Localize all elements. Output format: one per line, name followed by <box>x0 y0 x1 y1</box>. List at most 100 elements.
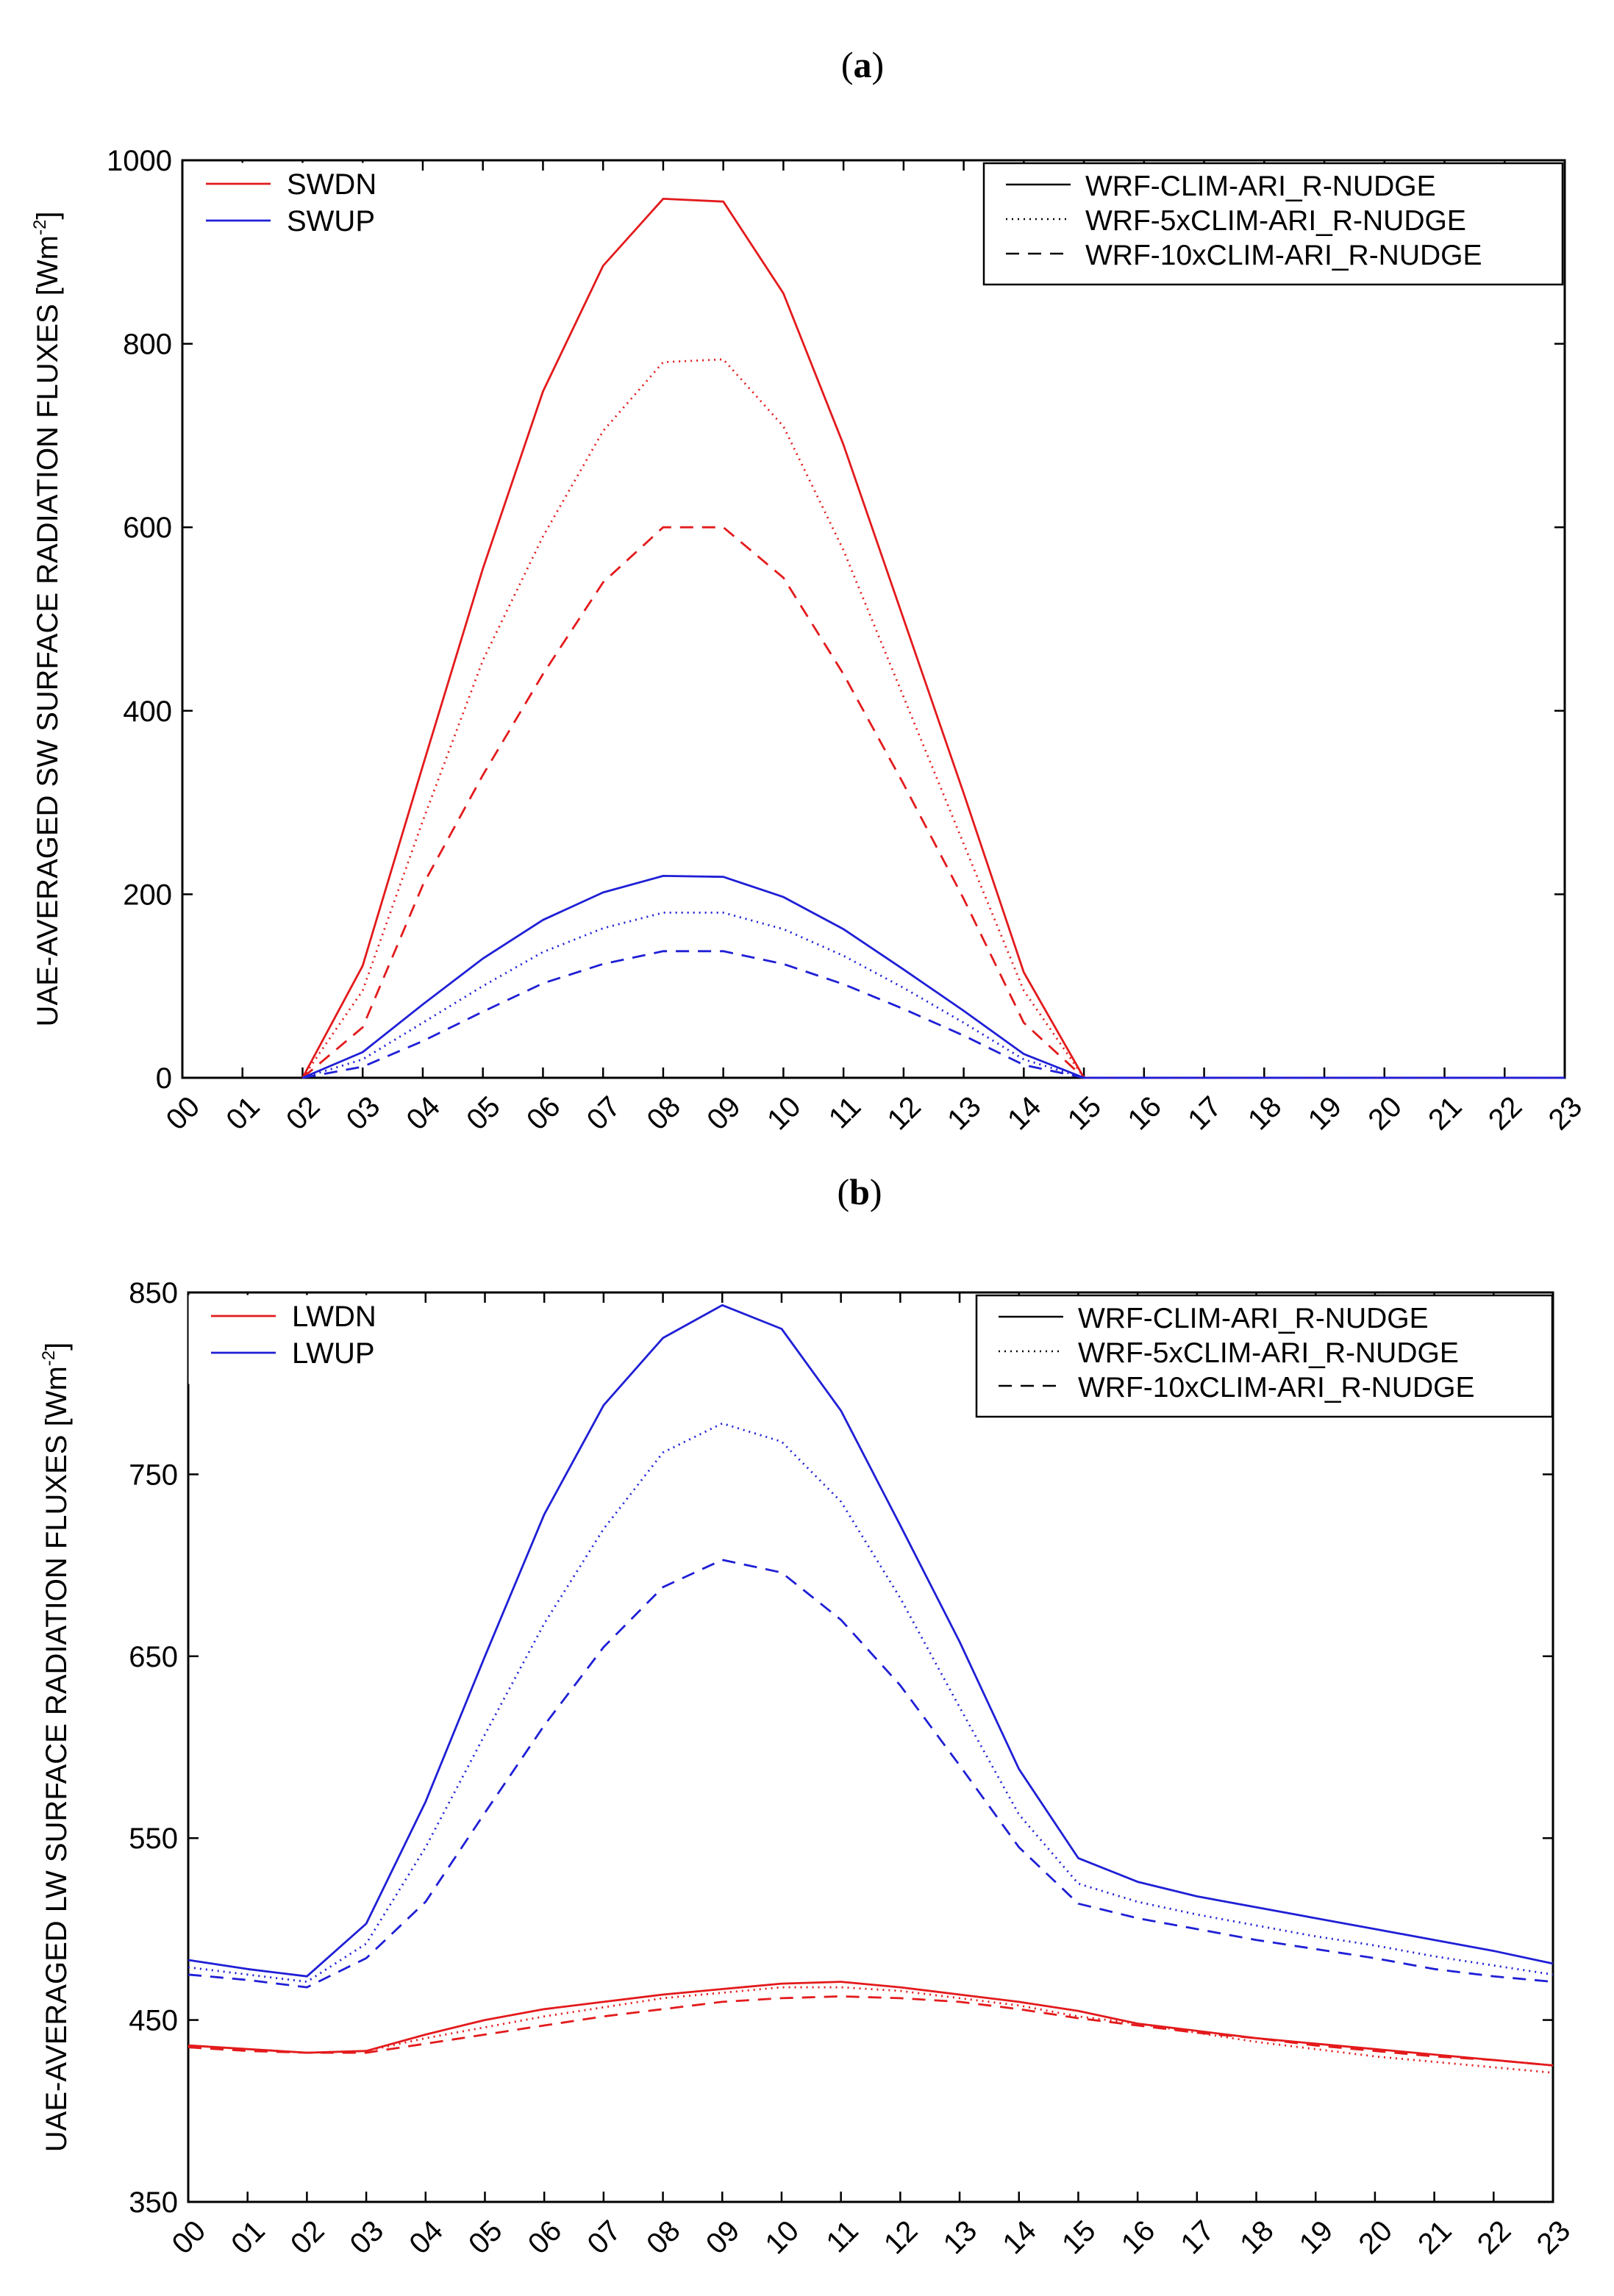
x-tick-label: 04 <box>401 1090 447 1137</box>
x-tick-label: 21 <box>1412 2214 1458 2261</box>
x-tick-label: 17 <box>1182 1090 1228 1137</box>
panel-b: (b) 350 450 550 650 750 850 00 01 02 03 04 05 06 07 08 0… <box>39 1171 1576 2261</box>
y-axis-label-sup: -2 <box>30 220 50 235</box>
y-axis-label: UAE-AVERAGED LW SURFACE RADIATION FLUXES… <box>39 1342 73 2153</box>
x-tick-label: 03 <box>344 2214 390 2261</box>
x-tick-label: 06 <box>521 1090 567 1137</box>
y-tick-label: 750 <box>129 1459 178 1491</box>
legend-color-label: LWDN <box>292 1301 376 1333</box>
x-tick-label: 11 <box>823 1090 867 1134</box>
y-axis-label-end: ] <box>32 212 64 220</box>
x-tick-label: 22 <box>1482 1090 1529 1137</box>
x-tick-label: 02 <box>285 2214 331 2261</box>
legend-color-label: LWUP <box>292 1337 375 1370</box>
y-tick-label: 400 <box>123 695 172 728</box>
x-tick-label: 03 <box>340 1090 387 1137</box>
x-tick-label: 23 <box>1543 1090 1589 1137</box>
x-tick-label: 20 <box>1352 2214 1399 2261</box>
x-tick-label: 20 <box>1362 1090 1408 1137</box>
series-line: SWUP WRF-5xCLIM-ARI_R-NUDGE <box>302 912 1565 1079</box>
x-tick-label: 16 <box>1115 2214 1162 2261</box>
series-line: SWDN WRF-CLIM-ARI_R-NUDGE <box>301 197 1565 1079</box>
x-tick-label: 00 <box>166 2214 213 2261</box>
panel-a: (a) 0 200 400 600 800 1000 00 01 02 03 04 05 06 07 08 09… <box>30 44 1588 1137</box>
series-line: SWDN WRF-5xCLIM-ARI_R-NUDGE <box>301 358 1565 1079</box>
series-line: SWUP WRF-10xCLIM-ARI_R-NUDGE <box>302 950 1565 1079</box>
series-line: LWDN WRF-CLIM-ARI_R-NUDGE <box>188 1981 1554 2067</box>
x-tick-label: 22 <box>1471 2214 1518 2261</box>
x-tick-label: 08 <box>640 2214 687 2261</box>
panel-label-letter: a <box>854 44 872 85</box>
y-tick-label: 350 <box>129 2186 178 2219</box>
x-tick-label: 09 <box>700 2214 746 2261</box>
panel-label: (a) <box>841 44 884 85</box>
panel-label-open: ( <box>841 44 854 85</box>
legend-style-label: WRF-10xCLIM-ARI_R-NUDGE <box>1078 1372 1475 1403</box>
series-line: LWUP WRF-10xCLIM-ARI_R-NUDGE <box>188 1559 1554 1989</box>
x-tick-label: 12 <box>881 1090 927 1137</box>
y-tick-label: 200 <box>123 879 172 911</box>
x-tick-label: 06 <box>522 2214 568 2261</box>
series-line: SWUP WRF-CLIM-ARI_R-NUDGE <box>301 875 1565 1079</box>
series-line: SWDN WRF-10xCLIM-ARI_R-NUDGE <box>301 526 1565 1079</box>
legend-style-box <box>975 1294 1554 1418</box>
y-axis-label-main: UAE-AVERAGED SW SURFACE RADIATION FLUXES… <box>32 235 64 1026</box>
legend-style-label: WRF-5xCLIM-ARI_R-NUDGE <box>1085 205 1466 237</box>
x-tick-label: 15 <box>1062 1090 1108 1137</box>
x-tick-label: 07 <box>581 1090 627 1137</box>
y-tick-label: 1000 <box>107 145 172 177</box>
y-axis-label: UAE-AVERAGED SW SURFACE RADIATION FLUXES… <box>30 212 64 1027</box>
x-tick-label: 05 <box>463 2214 509 2261</box>
x-tick-label: 16 <box>1121 1090 1168 1137</box>
legend-style-label: WRF-CLIM-ARI_R-NUDGE <box>1085 171 1436 202</box>
x-tick-label: 12 <box>878 2214 924 2261</box>
y-axis-label-sup: -2 <box>39 1351 59 1366</box>
y-tick-label: 0 <box>156 1062 172 1095</box>
y-tick-label: 450 <box>129 2005 178 2037</box>
series-line: LWDN WRF-10xCLIM-ARI_R-NUDGE <box>188 1995 1554 2067</box>
plot-frame <box>181 159 1566 1079</box>
x-tick-label: 18 <box>1242 1090 1288 1137</box>
panel-label-open: ( <box>837 1171 849 1212</box>
panel-label-letter: b <box>849 1171 870 1212</box>
x-tick-label: 15 <box>1056 2214 1102 2261</box>
x-tick-label: 19 <box>1293 2214 1340 2261</box>
legend-style-label: WRF-CLIM-ARI_R-NUDGE <box>1078 1303 1429 1334</box>
x-tick-label: 09 <box>701 1090 747 1137</box>
series-line: LWUP WRF-CLIM-ARI_R-NUDGE <box>188 1303 1554 1978</box>
x-tick-label: 10 <box>761 1090 807 1137</box>
panel-label-close: ) <box>872 44 885 85</box>
x-tick-label: 14 <box>1001 1090 1048 1137</box>
legend-style-label: WRF-5xCLIM-ARI_R-NUDGE <box>1078 1337 1459 1369</box>
y-tick-label: 600 <box>123 512 172 544</box>
legend-color-label: SWDN <box>287 168 376 201</box>
series-line: LWDN WRF-5xCLIM-ARI_R-NUDGE <box>188 1986 1554 2074</box>
legend-color-box <box>188 1295 396 1384</box>
x-tick-label: 13 <box>941 1090 988 1137</box>
x-tick-label: 19 <box>1302 1090 1349 1137</box>
legend-style-box <box>982 162 1564 286</box>
x-tick-label: 14 <box>996 2214 1043 2261</box>
x-tick-label: 02 <box>280 1090 326 1137</box>
x-tick-label: 21 <box>1422 1090 1468 1137</box>
x-tick-label: 05 <box>460 1090 507 1137</box>
x-tick-label: 01 <box>220 1090 266 1137</box>
legend-color-box <box>183 162 401 252</box>
panel-label: (b) <box>837 1171 882 1212</box>
y-axis-label-main: UAE-AVERAGED LW SURFACE RADIATION FLUXES… <box>40 1366 73 2152</box>
x-tick-label: 13 <box>938 2214 984 2261</box>
x-tick-label: 04 <box>403 2214 449 2261</box>
y-tick-label: 550 <box>129 1823 178 1855</box>
legend-style-label: WRF-10xCLIM-ARI_R-NUDGE <box>1085 240 1482 271</box>
x-tick-label: 18 <box>1234 2214 1280 2261</box>
y-tick-label: 800 <box>123 329 172 361</box>
x-tick-label: 07 <box>581 2214 627 2261</box>
x-tick-label: 01 <box>225 2214 271 2261</box>
series-line: LWUP WRF-5xCLIM-ARI_R-NUDGE <box>188 1422 1554 1984</box>
y-tick-label: 850 <box>129 1277 178 1309</box>
legend-color-label: SWUP <box>287 205 375 237</box>
x-tick-label: 10 <box>760 2214 806 2261</box>
plot-frame <box>187 1291 1554 2203</box>
x-tick-label: 23 <box>1531 2214 1577 2261</box>
